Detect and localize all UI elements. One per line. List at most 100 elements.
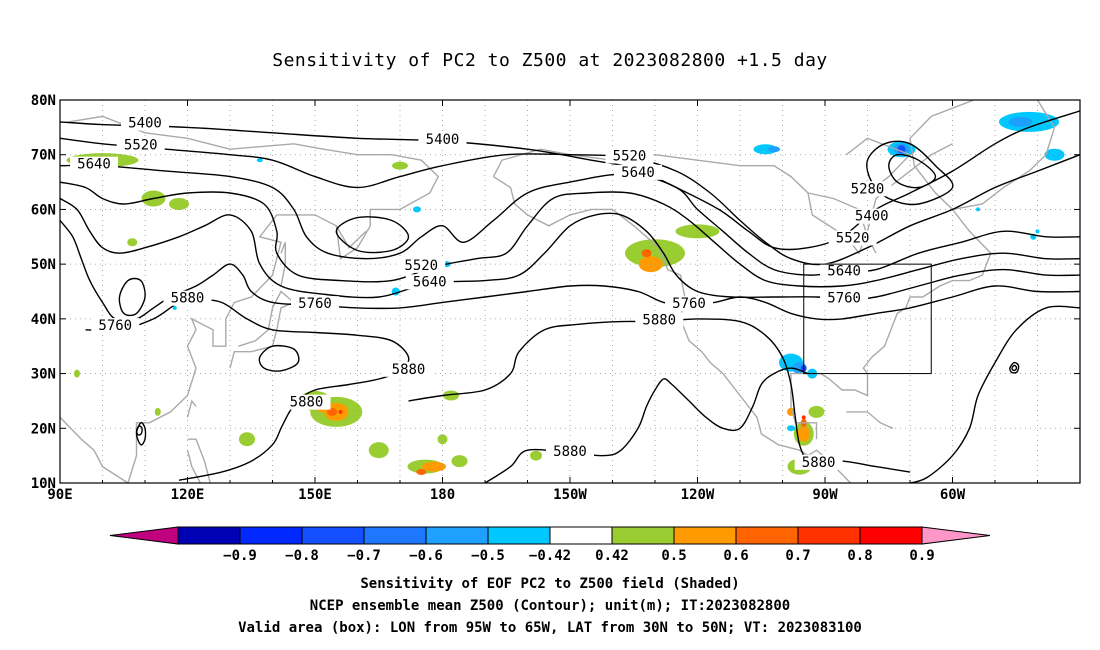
lat-tick-label: 10N: [31, 476, 56, 492]
colorbar-label: 0.8: [847, 548, 872, 564]
shade-positive-weak: [368, 442, 389, 459]
contour-label: 5400: [121, 115, 169, 132]
z500-closed-contour: [135, 421, 147, 446]
shade-positive-mid: [422, 461, 446, 472]
colorbar-label: −0.7: [347, 548, 381, 564]
z500-closed-contour: [1009, 361, 1020, 374]
z500-closed-contour: [258, 344, 300, 372]
coastline: [60, 115, 440, 483]
contour-label-text: 5520: [404, 258, 438, 274]
z500-closed-contour: [1011, 364, 1018, 372]
z500-contours: [60, 110, 1080, 483]
colorbar-label: −0.8: [285, 548, 319, 564]
coastline: [186, 399, 197, 418]
caption-line-1: Sensitivity of EOF PC2 to Z500 field (Sh…: [360, 576, 740, 592]
contour-labels: 5400552056405400552056405280540055205520…: [70, 115, 896, 471]
lon-tick-label: 90W: [812, 487, 838, 503]
colorbar-max-arrow: [921, 526, 991, 545]
shade-positive-weak: [675, 224, 720, 239]
colorbar-label: −0.9: [223, 548, 257, 564]
colorbar-label: 0.9: [909, 548, 934, 564]
lat-tick-label: 70N: [31, 148, 56, 164]
lat-tick-label: 40N: [31, 312, 56, 328]
contour-label-text: 5520: [613, 148, 647, 164]
contour-label-text: 5520: [836, 231, 870, 247]
shade-positive-peak: [338, 409, 343, 414]
lat-tick-label: 30N: [31, 367, 56, 383]
shade-positive-strong: [641, 249, 652, 258]
colorbar-segment: [239, 526, 303, 545]
colorbar-min-arrow: [109, 526, 179, 545]
colorbar-segment: [177, 526, 241, 545]
contour-label: 5640: [70, 156, 118, 173]
lat-tick-label: 60N: [31, 202, 56, 218]
coastline: [280, 242, 286, 287]
z500-closed-contour: [135, 425, 143, 436]
colorbar-segment: [735, 526, 799, 545]
colorbar-segment: [673, 526, 737, 545]
contour-label-text: 5880: [290, 395, 324, 411]
shade-positive-weak: [127, 238, 138, 247]
z500-closed-contour: [118, 277, 146, 317]
contour-label: 5520: [828, 230, 877, 247]
lon-tick-label: 120E: [171, 487, 205, 503]
coastline: [492, 143, 953, 255]
shade-negative-mid: [768, 146, 780, 153]
colorbar-label: −0.5: [471, 548, 505, 564]
contour-label-text: 5640: [621, 165, 655, 181]
valid-area-box: [803, 263, 932, 375]
map-title: Sensitivity of PC2 to Z500 at 2023082800…: [272, 50, 828, 71]
contour-label-text: 5760: [827, 291, 861, 307]
lon-tick-label: 120W: [681, 487, 715, 503]
contour-label: 5760: [665, 296, 713, 312]
shade-positive-weak: [625, 239, 685, 268]
shade-positive-peak: [801, 415, 806, 420]
contour-label: 5280: [843, 181, 892, 197]
contour-label: 5400: [847, 208, 896, 225]
lon-tick-label: 150E: [298, 487, 332, 503]
contour-label: 5400: [418, 132, 467, 148]
z500-contour-line: [60, 181, 1080, 288]
coastline: [790, 373, 818, 440]
lat-tick-label: 80N: [31, 93, 56, 109]
contour-label-text: 5760: [98, 318, 132, 334]
colorbar-label: −0.6: [409, 548, 443, 564]
z500-contour-line: [60, 164, 1080, 276]
contour-label: 5520: [116, 137, 165, 154]
shade-positive-weak: [154, 407, 161, 416]
colorbar-segment: [487, 526, 551, 545]
shade-positive-weak: [808, 405, 825, 418]
contour-label-text: 5640: [77, 157, 111, 173]
colorbar-label: 0.7: [785, 548, 810, 564]
contour-label-text: 5880: [392, 362, 426, 378]
contour-label-text: 5280: [851, 181, 885, 197]
shade-positive-strong: [327, 407, 337, 416]
colorbar-segment: [425, 526, 489, 545]
colorbar-segment: [549, 526, 613, 545]
contour-label-text: 5520: [124, 138, 158, 154]
shade-negative-weak: [976, 207, 980, 212]
contour-label: 5880: [635, 312, 684, 329]
colorbar-label: 0.42: [595, 548, 629, 564]
shade-positive-weak: [169, 197, 189, 210]
contour-label: 5880: [163, 290, 212, 307]
contour-label: 5640: [405, 274, 454, 290]
contour-label: 5880: [384, 361, 433, 378]
shade-negative-weak: [172, 305, 177, 310]
coastline: [186, 438, 211, 483]
z500-contour-line: [909, 305, 1080, 483]
z500-closed-contour: [866, 140, 954, 206]
shade-positive-weak: [239, 432, 255, 447]
shade-negative-weak: [413, 206, 421, 213]
contour-label: 5520: [605, 148, 654, 164]
colorbar-segment: [363, 526, 427, 545]
lon-tick-label: 60W: [940, 487, 966, 503]
contour-label-text: 5880: [553, 444, 587, 460]
colorbar-label: −0.42: [529, 548, 571, 564]
shade-positive-weak: [443, 390, 459, 401]
coastline: [952, 100, 1056, 211]
contour-label: 5880: [282, 394, 331, 411]
shade-positive-mid: [797, 425, 810, 442]
contour-label-text: 5880: [802, 455, 836, 471]
